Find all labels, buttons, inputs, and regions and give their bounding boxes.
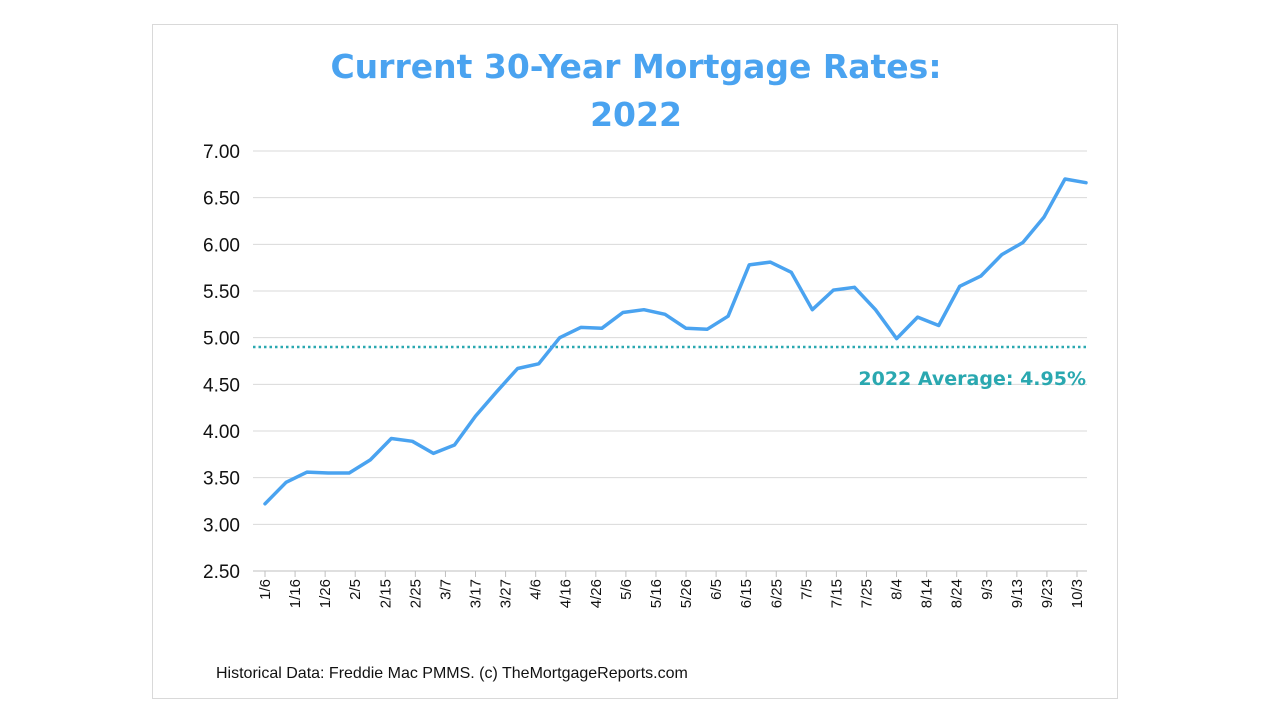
y-tick-label: 6.00 [203,235,240,256]
gridlines [253,150,1087,572]
x-tick-label: 9/13 [1009,579,1026,608]
y-tick-label: 2.50 [203,562,240,583]
x-tick-label: 3/7 [437,579,454,600]
x-tick-label: 9/3 [979,579,996,600]
x-tick-label: 5/26 [678,579,695,608]
x-tick-label: 6/25 [768,579,785,608]
y-tick-label: 3.50 [203,469,240,490]
x-tick-label: 8/4 [889,579,906,600]
series-group [263,177,1088,506]
source-note: Historical Data: Freddie Mac PMMS. (c) T… [216,665,688,682]
x-tick-label: 1/26 [317,579,334,608]
x-tick-label: 4/26 [588,579,605,608]
x-tick-label: 2/25 [407,579,424,608]
x-tick-label: 5/6 [618,579,635,600]
x-tick-label: 8/24 [949,579,966,608]
x-tick-label: 9/23 [1039,579,1056,608]
x-tick-label: 3/17 [468,579,485,608]
x-tick-label: 2/15 [377,579,394,608]
x-tick-label: 6/5 [708,579,725,600]
y-tick-label: 6.50 [203,189,240,210]
y-tick-label: 3.00 [203,515,240,536]
x-tick-label: 4/6 [528,579,545,600]
chart-title-line-2: 2022 [590,95,682,134]
y-tick-label: 5.00 [203,329,240,350]
x-tick-label: 3/27 [498,579,515,608]
x-tick-label: 2/5 [347,579,364,600]
x-tick-label: 6/15 [738,579,755,608]
y-tick-label: 7.00 [203,142,240,163]
x-tick-label: 7/5 [798,579,815,600]
chart-card: Current 30-Year Mortgage Rates: 2022 2.5… [152,24,1118,699]
x-axis-ticks: 1/6 1/16 1/26 2/5 2/15 2/25 3/7 3/17 3/27 4/6 4/16… [253,570,1087,608]
x-tick-label: 5/16 [648,579,665,608]
average-label: 2022 Average: 4.95% [858,368,1086,390]
x-tick-label: 8/14 [919,579,936,608]
y-tick-label: 4.00 [203,422,240,443]
mortgage-rate-chart: Current 30-Year Mortgage Rates: 2022 2.5… [203,47,1088,682]
y-axis-ticks: 2.50 3.00 3.50 4.00 4.50 5.00 5.50 6.00 6.50 7.00 [203,142,240,583]
x-tick-label: 1/16 [287,579,304,608]
x-tick-label: 1/6 [257,579,274,600]
y-tick-label: 4.50 [203,375,240,396]
x-tick-label: 7/15 [828,579,845,608]
x-tick-label: 10/3 [1069,579,1086,608]
x-tick-label: 7/25 [858,579,875,608]
x-tick-label: 4/16 [558,579,575,608]
y-tick-label: 5.50 [203,282,240,303]
chart-title-line-1: Current 30-Year Mortgage Rates: [330,47,941,86]
series-line [263,177,1088,506]
